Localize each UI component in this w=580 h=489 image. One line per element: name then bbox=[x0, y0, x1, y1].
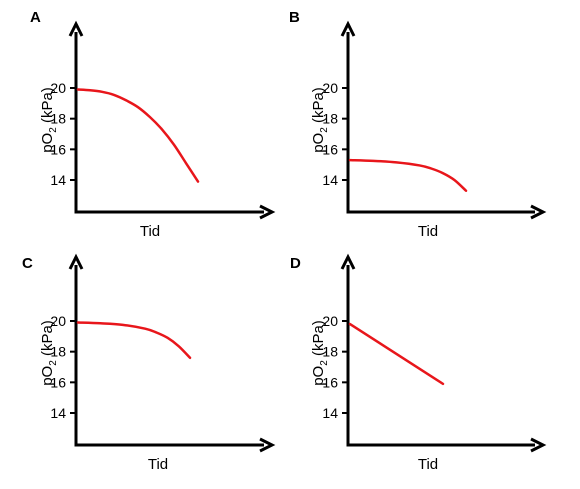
po2-curve-d bbox=[348, 322, 445, 386]
y-tick-label-20: 20 bbox=[50, 313, 66, 329]
y-tick-label-14: 14 bbox=[50, 172, 66, 188]
y-axis-arrow bbox=[68, 20, 84, 37]
y-tick-label-16: 16 bbox=[322, 374, 338, 390]
y-tick-label-20: 20 bbox=[322, 313, 338, 329]
panel-d: D 20 18 16 14 pO2 (kPa) Tid bbox=[290, 253, 547, 473]
y-axis-label: pO2 (kPa) bbox=[310, 320, 330, 386]
y-tick-label-16: 16 bbox=[322, 141, 338, 157]
y-axis-arrow bbox=[340, 253, 356, 270]
x-axis-label: Tid bbox=[418, 456, 438, 473]
y-axis-arrow bbox=[340, 20, 356, 37]
y-tick-label-14: 14 bbox=[322, 172, 338, 188]
x-axis-label: Tid bbox=[148, 456, 168, 473]
panel-letter-a: A bbox=[30, 9, 41, 26]
x-axis-arrow bbox=[530, 204, 547, 220]
panel-letter-c: C bbox=[22, 255, 33, 272]
x-axis-arrow bbox=[259, 437, 276, 453]
x-axis-label: Tid bbox=[140, 223, 160, 240]
panel-b: B 20 18 16 14 pO2 (kPa) Tid bbox=[289, 9, 547, 240]
y-tick-label-14: 14 bbox=[50, 405, 66, 421]
y-tick-label-16: 16 bbox=[50, 141, 66, 157]
panel-letter-d: D bbox=[290, 255, 301, 272]
y-axis-label: pO2 (kPa) bbox=[39, 87, 59, 153]
y-axis-arrow bbox=[68, 253, 84, 270]
y-axis-label: pO2 (kPa) bbox=[310, 87, 330, 153]
x-axis-arrow bbox=[530, 437, 547, 453]
panel-c: C 20 18 16 14 pO2 (kPa) Tid bbox=[22, 253, 276, 473]
y-axis-label: pO2 (kPa) bbox=[39, 320, 59, 386]
x-axis-arrow bbox=[259, 204, 276, 220]
x-axis-label: Tid bbox=[418, 223, 438, 240]
po2-curve-c bbox=[76, 321, 192, 360]
y-tick-label-20: 20 bbox=[50, 80, 66, 96]
y-tick-label-14: 14 bbox=[322, 405, 338, 421]
y-tick-label-18: 18 bbox=[322, 111, 338, 127]
po2-curve-b bbox=[348, 158, 468, 192]
y-tick-label-18: 18 bbox=[50, 344, 66, 360]
panel-letter-b: B bbox=[289, 9, 300, 26]
po2-curve-a bbox=[76, 88, 200, 183]
y-tick-label-16: 16 bbox=[50, 374, 66, 390]
panel-a: A 20 18 16 14 pO2 (kPa) Tid bbox=[30, 9, 276, 240]
y-tick-label-20: 20 bbox=[322, 80, 338, 96]
y-tick-label-18: 18 bbox=[322, 344, 338, 360]
y-tick-label-18: 18 bbox=[50, 111, 66, 127]
